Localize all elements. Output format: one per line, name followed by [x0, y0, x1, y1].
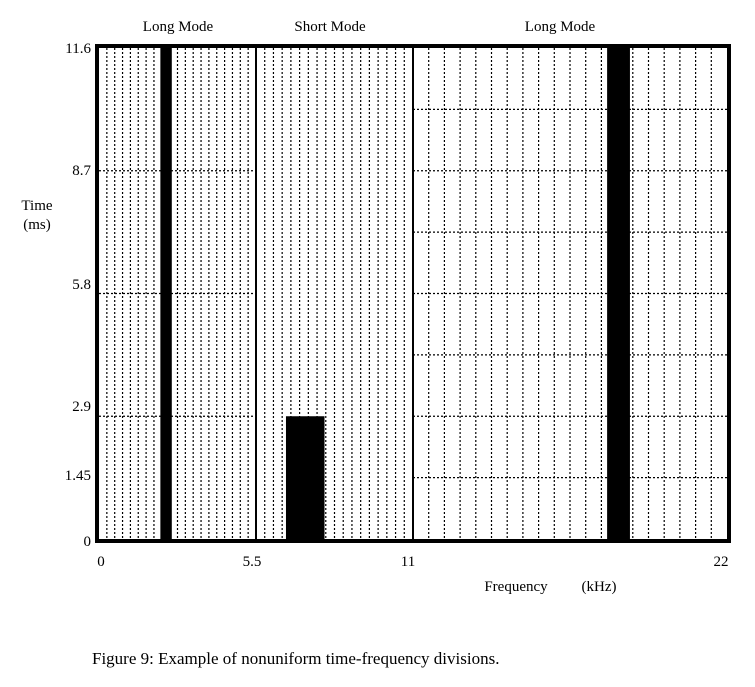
y-tick-label: 1.45: [65, 468, 91, 484]
x-axis-title-frequency: Frequency: [484, 579, 548, 595]
label-long-mode-right: Long Mode: [525, 19, 596, 35]
highlighted-cell-3: [607, 48, 630, 539]
y-axis-title-unit: (ms): [23, 217, 51, 233]
plot-frame: [95, 44, 731, 543]
highlighted-cell-2: [285, 416, 325, 539]
label-long-mode-left: Long Mode: [143, 19, 214, 35]
x-tick-label: 5.5: [243, 554, 262, 570]
time-frequency-grid: [99, 48, 727, 539]
y-tick-label: 5.8: [72, 277, 91, 293]
figure-caption: Figure 9: Example of nonuniform time-fre…: [92, 649, 499, 668]
highlighted-cell-1: [160, 48, 172, 539]
y-tick-label: 11.6: [65, 41, 91, 57]
y-axis-title-time: Time: [21, 198, 52, 214]
label-short-mode: Short Mode: [294, 19, 366, 35]
y-tick-label: 2.9: [72, 399, 91, 415]
y-tick-label: 8.7: [72, 163, 91, 179]
x-tick-label: 11: [401, 554, 415, 570]
x-tick-label: 0: [97, 554, 105, 570]
highlighted-cells: [160, 48, 630, 539]
x-tick-label: 22: [714, 554, 729, 570]
x-axis-title-unit: (kHz): [582, 579, 617, 595]
y-tick-label: 0: [84, 534, 92, 550]
